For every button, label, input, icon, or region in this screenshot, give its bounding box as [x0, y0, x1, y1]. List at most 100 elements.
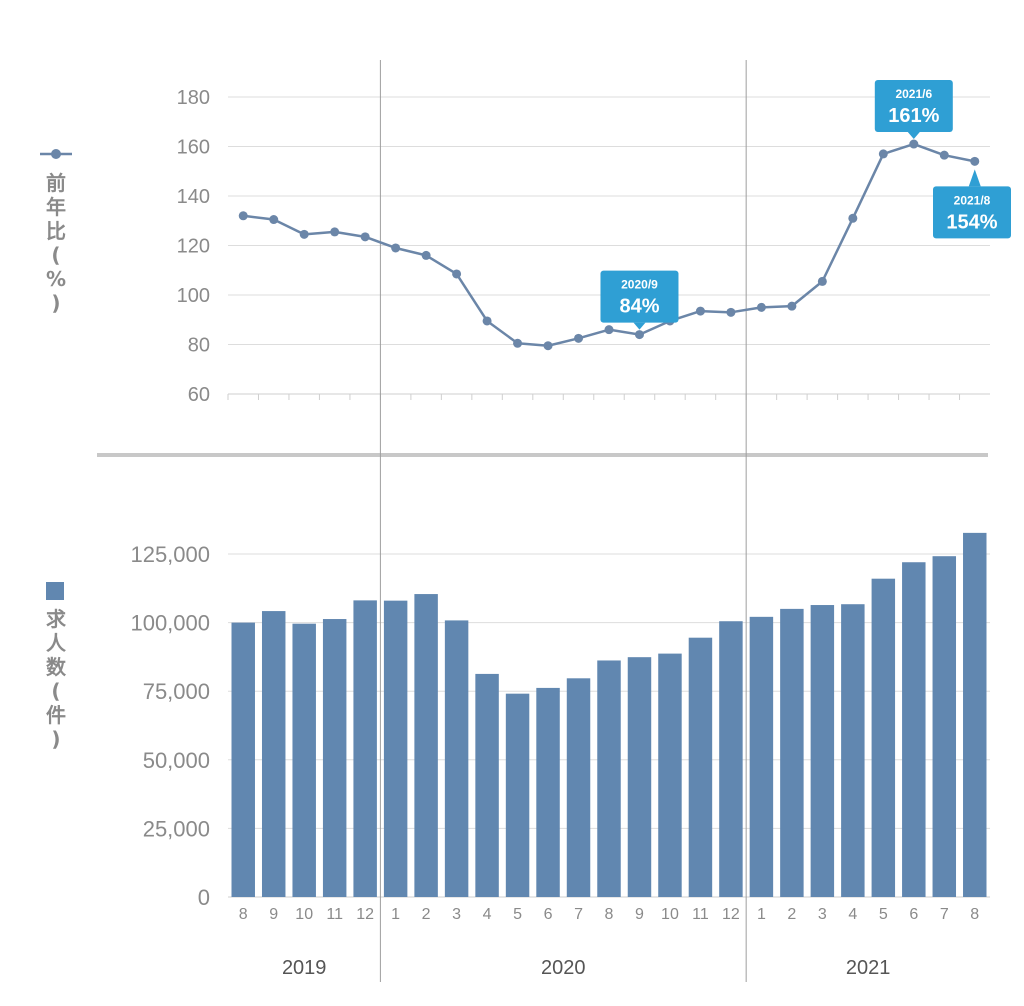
- year-label: 2020: [541, 957, 586, 979]
- top-y-axis-label-char: ): [51, 291, 60, 315]
- data-point: [269, 215, 278, 224]
- bottom-y-tick-label: 0: [198, 885, 210, 910]
- bar: [506, 694, 529, 897]
- x-tick-label: 12: [356, 906, 374, 923]
- top-y-axis-label-char: (: [51, 243, 60, 267]
- data-point: [696, 307, 705, 316]
- x-tick-label: 7: [940, 906, 949, 923]
- x-tick-label: 8: [970, 906, 979, 923]
- data-point: [574, 334, 583, 343]
- bottom-y-tick-label: 75,000: [143, 679, 210, 704]
- top-y-axis-label-char: 年: [46, 195, 66, 219]
- year-label: 2019: [282, 957, 327, 979]
- bottom-y-axis-label-char: 数: [46, 655, 67, 679]
- x-tick-label: 3: [452, 906, 461, 923]
- callout-value: 154%: [946, 211, 997, 233]
- data-point: [513, 339, 522, 348]
- bar: [902, 562, 925, 897]
- x-tick-label: 9: [269, 906, 278, 923]
- callout-pointer: [969, 169, 981, 186]
- top-y-axis-label-char: %: [46, 267, 66, 291]
- data-point: [970, 157, 979, 166]
- bar: [780, 609, 803, 897]
- bar: [536, 688, 559, 897]
- callout-pointer: [908, 132, 920, 139]
- bar: [872, 579, 895, 897]
- x-tick-label: 3: [818, 906, 827, 923]
- data-point: [422, 251, 431, 260]
- x-tick-label: 1: [757, 906, 766, 923]
- bar: [719, 621, 742, 897]
- x-tick-label: 6: [909, 906, 918, 923]
- data-point: [879, 149, 888, 158]
- x-tick-label: 11: [326, 906, 343, 923]
- callout-date: 2021/6: [895, 87, 932, 101]
- data-point: [818, 277, 827, 286]
- x-tick-label: 5: [879, 906, 888, 923]
- data-point: [300, 230, 309, 239]
- bar: [933, 556, 956, 897]
- callout-pointer: [633, 323, 645, 330]
- top-y-tick-label: 140: [177, 186, 210, 208]
- x-tick-label: 5: [513, 906, 522, 923]
- bottom-y-tick-label: 50,000: [143, 748, 210, 773]
- top-y-axis-label-char: 前: [46, 171, 66, 195]
- data-point: [330, 227, 339, 236]
- bottom-y-tick-label: 25,000: [143, 816, 210, 841]
- bottom-y-axis-label-char: 件: [46, 703, 66, 727]
- data-point: [605, 325, 614, 334]
- bar: [323, 619, 346, 897]
- data-point: [726, 308, 735, 317]
- x-tick-label: 8: [239, 906, 248, 923]
- top-y-tick-label: 120: [177, 236, 210, 258]
- bar: [689, 638, 712, 897]
- bar: [262, 611, 285, 897]
- bottom-y-axis-label-char: 求: [46, 607, 67, 631]
- line-legend-dot: [51, 149, 61, 159]
- bar: [292, 624, 315, 897]
- x-tick-label: 2: [422, 906, 431, 923]
- data-point: [452, 269, 461, 278]
- data-point: [361, 232, 370, 241]
- x-tick-label: 11: [692, 906, 709, 923]
- callout-value: 84%: [619, 296, 659, 318]
- bottom-y-tick-label: 125,000: [130, 542, 210, 567]
- bar: [628, 657, 651, 897]
- bar: [841, 604, 864, 897]
- data-point: [483, 316, 492, 325]
- x-tick-label: 1: [391, 906, 400, 923]
- data-point: [909, 140, 918, 149]
- top-y-tick-label: 160: [177, 137, 210, 159]
- bar: [475, 674, 498, 897]
- top-y-tick-label: 80: [188, 335, 210, 357]
- x-tick-label: 6: [544, 906, 553, 923]
- top-y-tick-label: 60: [188, 384, 210, 406]
- x-tick-label: 7: [574, 906, 583, 923]
- data-point: [391, 243, 400, 252]
- top-y-axis-label-char: 比: [46, 219, 66, 243]
- bar: [445, 620, 468, 897]
- bar: [384, 601, 407, 897]
- data-point: [635, 330, 644, 339]
- bar-legend-marker: [46, 582, 64, 600]
- x-tick-label: 4: [483, 906, 492, 923]
- top-y-tick-label: 180: [177, 87, 210, 109]
- callout-layer: 2020/9 84% 2021/6 161% 2021/8 154%: [600, 80, 1011, 330]
- data-point: [787, 302, 796, 311]
- callout-date: 2021/8: [954, 193, 991, 207]
- data-point: [757, 303, 766, 312]
- bar: [750, 617, 773, 897]
- data-point: [239, 211, 248, 220]
- bar: [232, 623, 255, 897]
- data-point: [848, 214, 857, 223]
- x-tick-label: 4: [848, 906, 857, 923]
- bar: [597, 660, 620, 897]
- x-tick-label: 12: [722, 906, 740, 923]
- data-point: [940, 151, 949, 160]
- bottom-y-axis-label-char: (: [51, 679, 60, 703]
- top-y-tick-label: 100: [177, 285, 210, 307]
- bar: [658, 654, 681, 897]
- bottom-y-axis-label-char: ): [51, 727, 60, 751]
- bar: [353, 600, 376, 897]
